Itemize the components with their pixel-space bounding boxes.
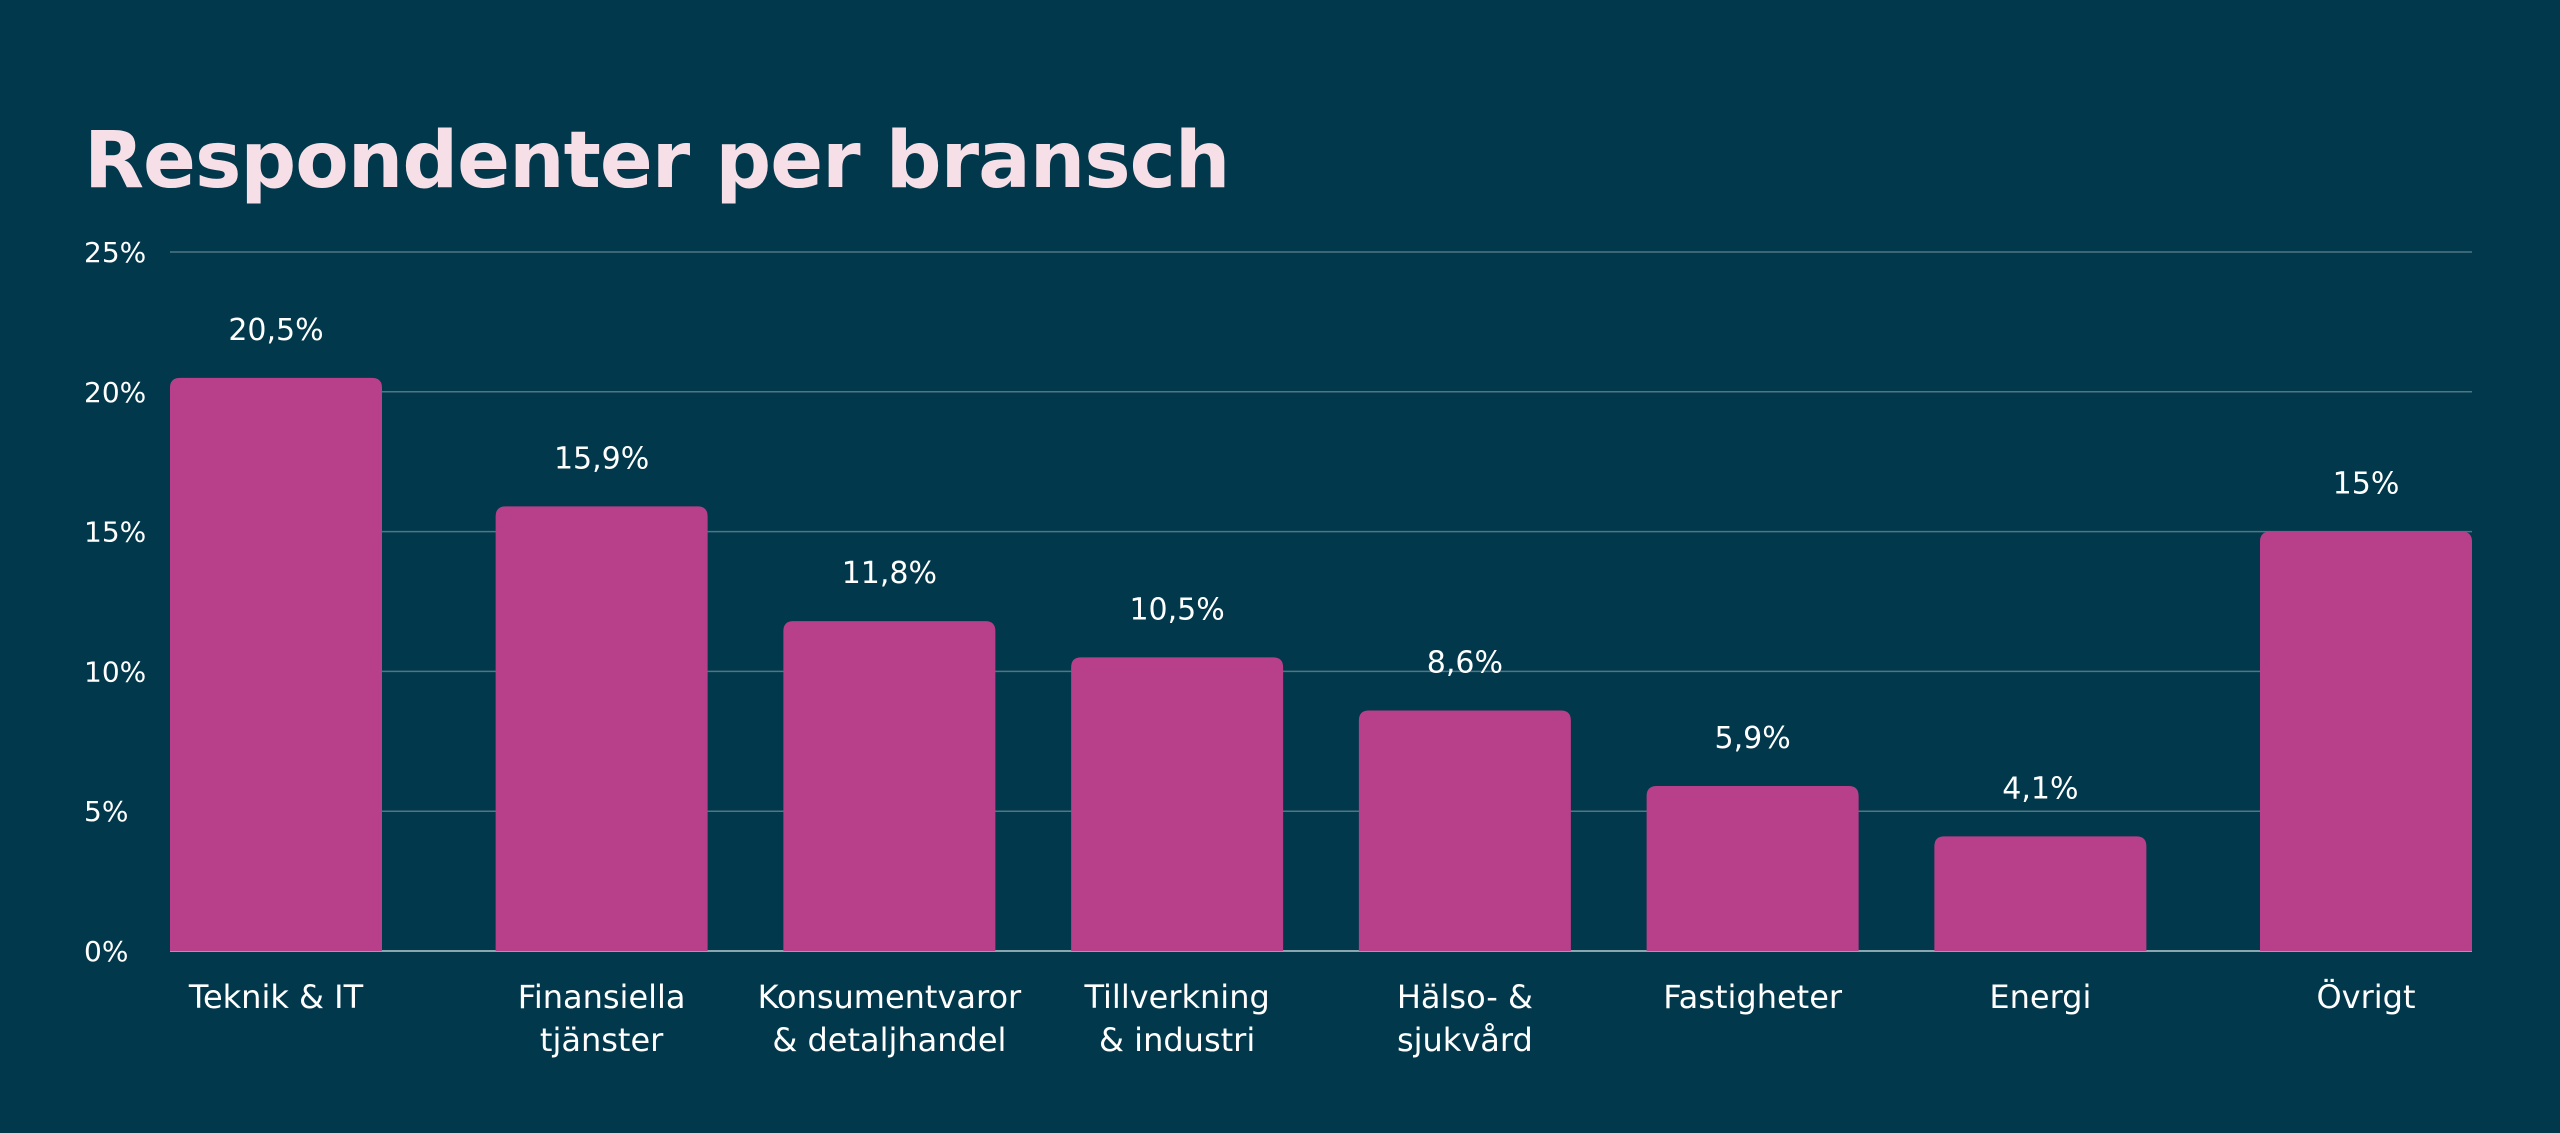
category-label: Teknik & IT	[188, 978, 364, 1016]
chart-title: Respondenter per bransch	[84, 116, 1229, 206]
category-label: Finansiella tjänster	[518, 978, 686, 1059]
y-tick-label: 25%	[84, 236, 146, 269]
category-label: Tillverkning & industri	[1083, 978, 1269, 1059]
y-axis-ticks: 0% 5% 10% 15% 20% 25%	[84, 236, 146, 968]
value-label: 10,5%	[1129, 592, 1224, 627]
category-label: Övrigt	[2316, 978, 2415, 1016]
bars	[170, 377, 2472, 951]
category-labels: Teknik & IT Finansiella tjänster Konsumentv…	[188, 978, 2416, 1059]
value-label: 5,9%	[1715, 721, 1791, 756]
y-tick-label: 10%	[84, 655, 146, 688]
y-tick-label: 0%	[84, 935, 128, 968]
y-tick-label: 20%	[84, 376, 146, 409]
category-label: Konsumentvaror & detaljhandel	[758, 978, 1022, 1059]
value-label: 4,1%	[2002, 771, 2078, 806]
bar	[1358, 710, 1571, 951]
y-tick-label: 15%	[84, 516, 146, 549]
bar	[170, 377, 382, 951]
y-tick-label: 5%	[84, 795, 128, 828]
value-label: 20,5%	[228, 313, 323, 348]
bar	[1934, 836, 2147, 951]
category-label: Hälso- & sjukvård	[1397, 978, 1533, 1059]
value-label: 11,8%	[842, 556, 937, 591]
category-label: Energi	[1989, 978, 2091, 1016]
bar	[783, 621, 996, 951]
bar	[495, 506, 708, 951]
value-labels: 20,5% 15,9% 11,8% 10,5% 8,6% 5,9% 4,1% 15%	[228, 313, 2399, 807]
value-label: 15%	[2333, 467, 2400, 502]
bar	[1071, 657, 1284, 951]
bar	[2260, 531, 2472, 951]
bar	[1646, 786, 1859, 951]
category-label: Fastigheter	[1663, 978, 1843, 1016]
value-label: 8,6%	[1427, 646, 1503, 681]
value-label: 15,9%	[554, 441, 649, 476]
